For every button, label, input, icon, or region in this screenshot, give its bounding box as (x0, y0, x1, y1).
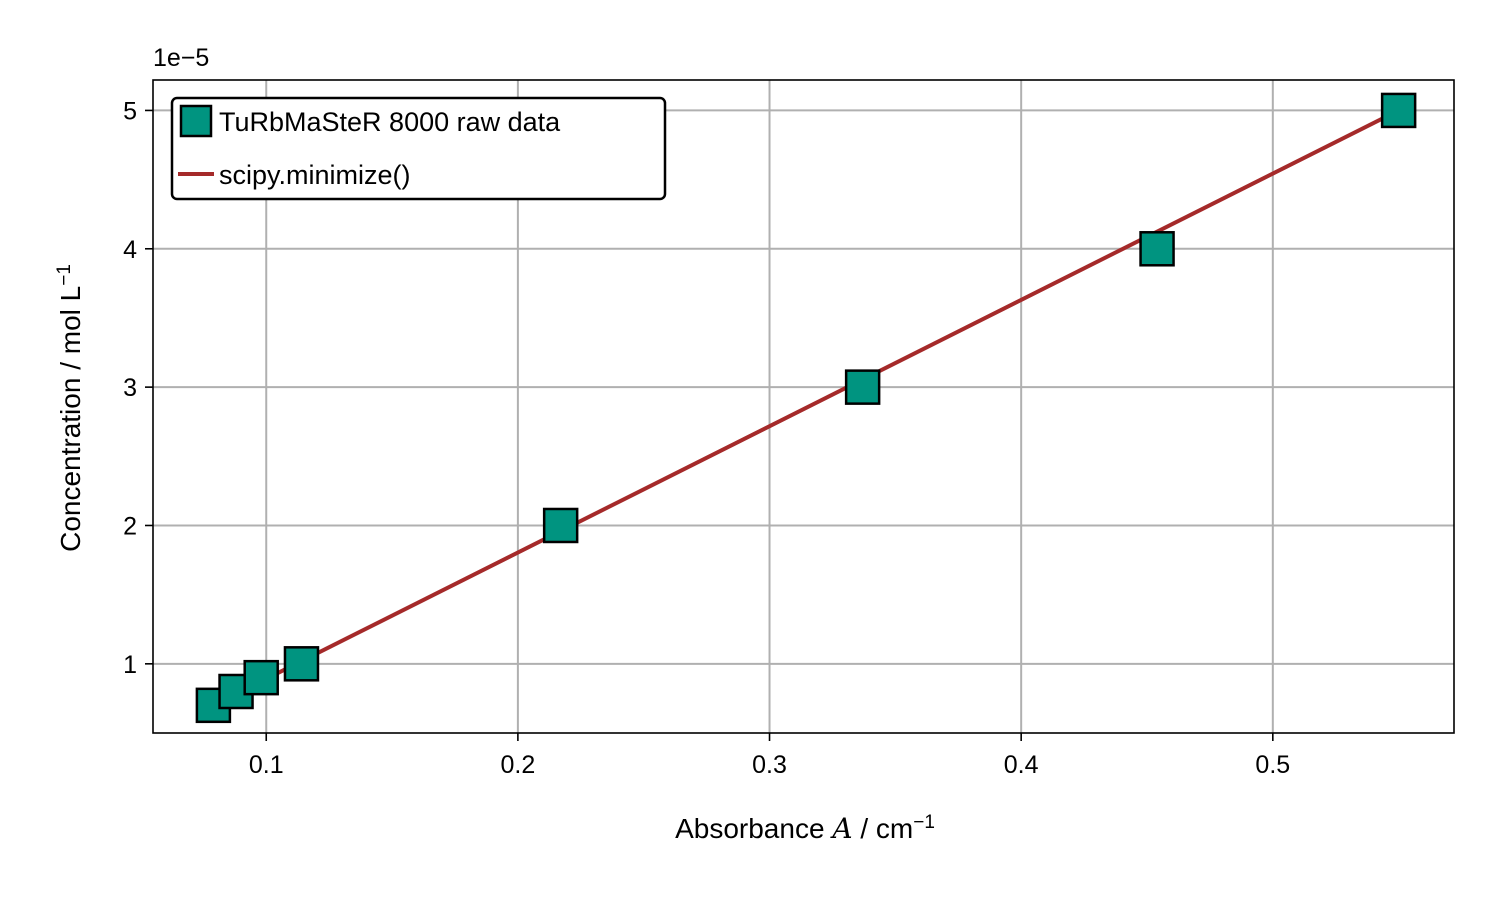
data-points-layer (195, 92, 1417, 724)
legend-box (170, 96, 667, 201)
y-tick-label: 1 (123, 651, 137, 679)
grid-lines (153, 80, 1454, 733)
data-point-marker (844, 369, 881, 405)
y-offset-text: 1e−5 (153, 44, 209, 72)
x-tick-label: 0.5 (1255, 751, 1290, 779)
data-point-marker (243, 659, 279, 696)
x-axis-ticks: 0.1 0.2 0.3 0.4 0.5 (249, 733, 1290, 779)
x-tick-label: 0.2 (501, 751, 536, 779)
legend-label-raw-data: TuRbMaSteR 8000 raw data (219, 107, 561, 137)
x-tick-label: 0.1 (249, 751, 284, 779)
y-axis-ticks: 1 2 3 4 5 (123, 97, 153, 679)
y-tick-label: 3 (123, 374, 137, 402)
fit-line-layer (212, 108, 1400, 708)
y-tick-label: 2 (123, 512, 137, 540)
y-tick-label: 4 (123, 236, 137, 264)
fit-line (212, 108, 1400, 708)
x-axis-label: Absorbance A / cm−1 (675, 812, 935, 846)
y-axis-label: Concentration / mol L−1 (54, 264, 87, 552)
x-tick-label: 0.3 (752, 751, 787, 779)
legend: TuRbMaSteR 8000 raw data scipy.minimize(… (170, 96, 667, 201)
data-point-marker (283, 646, 320, 682)
data-point-marker (1380, 92, 1417, 129)
x-tick-label: 0.4 (1004, 751, 1039, 779)
legend-label-fit: scipy.minimize() (219, 160, 411, 190)
data-point-marker (542, 507, 579, 544)
data-point-marker (1139, 231, 1175, 267)
y-tick-label: 5 (123, 97, 137, 125)
plot-frame (152, 79, 1455, 734)
legend-marker-raw-data (179, 104, 213, 138)
